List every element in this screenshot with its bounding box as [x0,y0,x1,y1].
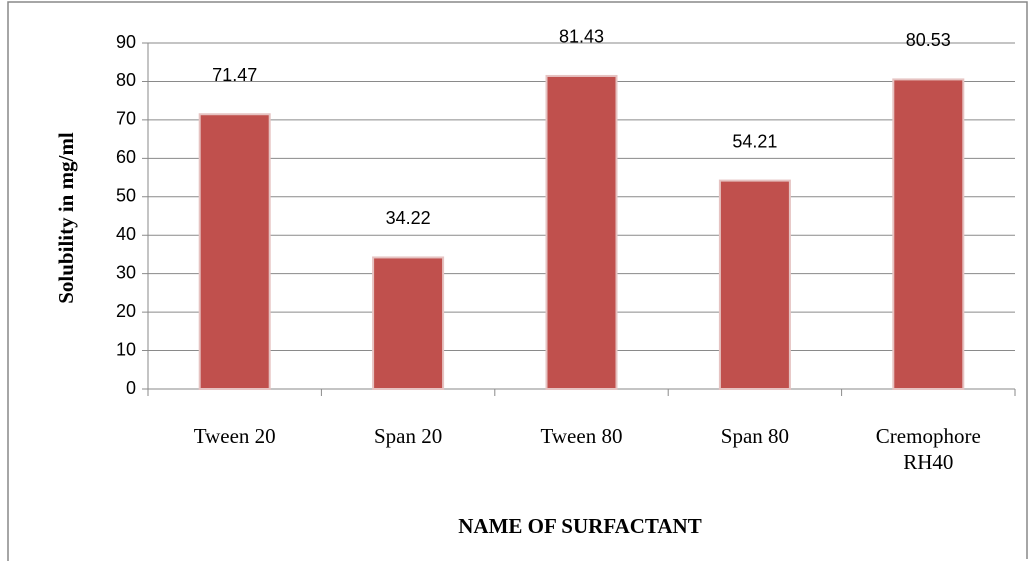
chart-border [7,1,1028,561]
y-tick-label: 60 [116,147,136,167]
data-label: 80.53 [906,30,951,50]
y-tick-label: 30 [116,262,136,282]
x-tick-label: Span 80 [720,424,790,448]
data-label: 81.43 [559,27,604,47]
x-tick-label: Span 20 [373,424,443,448]
data-label: 34.22 [386,208,431,228]
bar [198,113,271,391]
x-tick-label: Tween 20 [193,424,276,448]
bar [892,78,965,390]
y-tick-label: 40 [116,224,136,244]
y-tick-label: 20 [116,301,136,321]
bar [718,179,791,390]
x-tick-label: Cremophore RH40 [875,424,981,474]
data-label: 71.47 [212,65,257,85]
y-tick-label: 80 [116,70,136,90]
y-tick-label: 70 [116,109,136,129]
x-tick-label: Tween 80 [540,424,623,448]
y-axis-title: Solubility in mg/ml [54,132,78,304]
bar [545,74,618,390]
data-label: 54.21 [732,131,777,151]
y-tick-label: 50 [116,186,136,206]
y-tick-label: 90 [116,32,136,52]
bar [372,256,445,390]
x-axis-title: NAME OF SURFACTANT [458,514,701,538]
y-tick-label: 10 [116,339,136,359]
y-tick-label: 0 [126,378,136,398]
